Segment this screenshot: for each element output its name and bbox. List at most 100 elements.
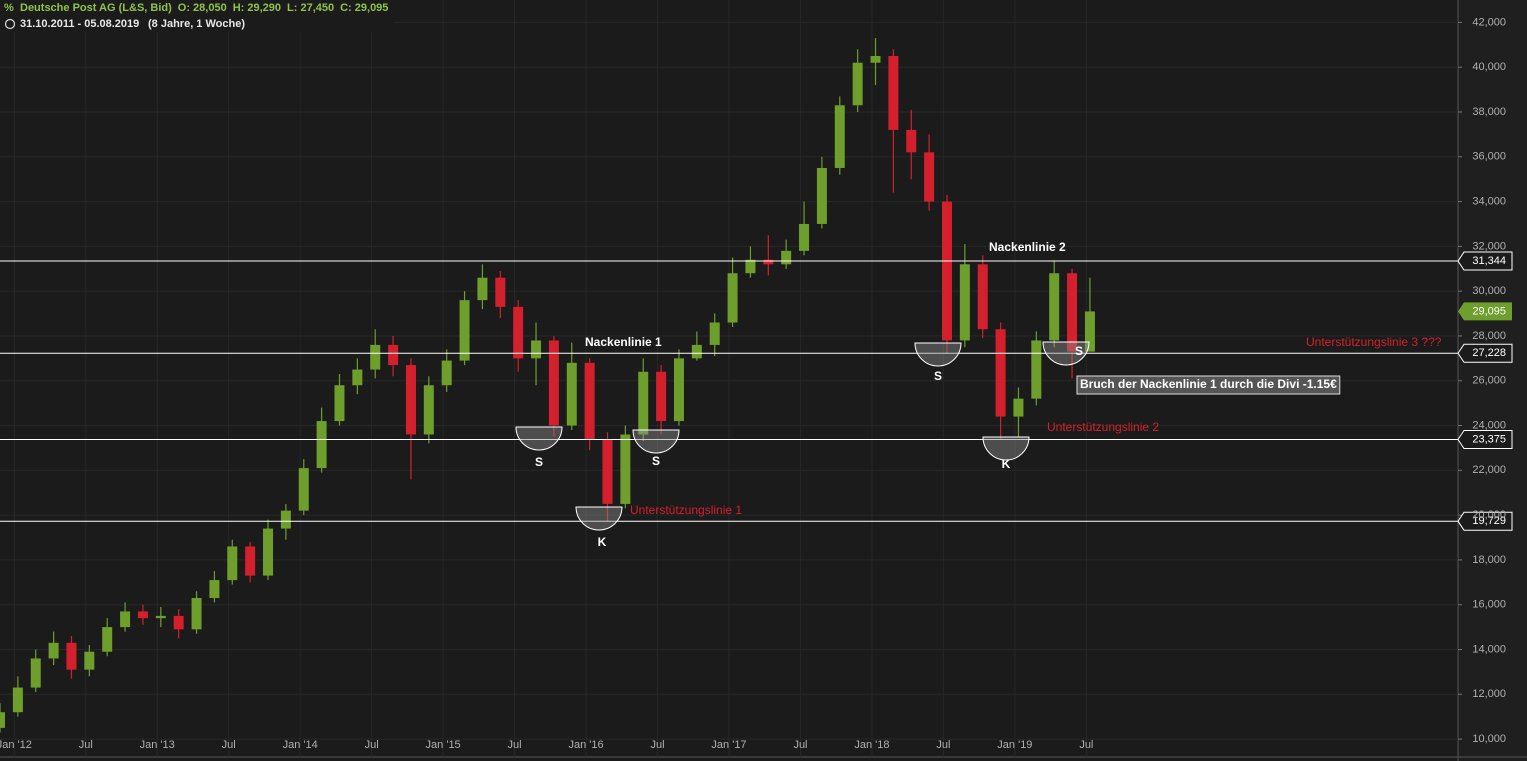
- candle-body: [834, 105, 845, 168]
- candle-body: [370, 344, 381, 370]
- annotation: S: [934, 369, 942, 383]
- annotation: K: [1002, 457, 1011, 471]
- candle-body: [495, 277, 506, 307]
- annotation: K: [598, 535, 607, 549]
- annotation: Unterstützungslinie 3 ???: [1306, 335, 1442, 349]
- axis-panel: [1458, 0, 1527, 761]
- candle-body: [120, 611, 131, 628]
- pattern-marker: [515, 426, 563, 451]
- candle-body: [566, 362, 577, 426]
- annotation: Nackenlinie 2: [989, 240, 1066, 254]
- y-tick-label: 34,000: [1472, 195, 1506, 207]
- candle-body: [0, 712, 5, 728]
- level-label: 27,228: [1472, 347, 1506, 359]
- candle-body: [888, 55, 899, 130]
- candle-body: [852, 62, 863, 106]
- candle-body: [1067, 273, 1078, 352]
- grid: [0, 0, 1462, 757]
- pattern-marker: [914, 342, 962, 367]
- candle-body: [191, 597, 202, 630]
- y-tick-label: 36,000: [1472, 151, 1506, 163]
- y-tick-label: 32,000: [1472, 240, 1506, 252]
- x-tick-label: Jul: [365, 739, 379, 751]
- candle-body: [602, 438, 613, 504]
- candle-body: [102, 627, 113, 652]
- overlays: 31,344 27,228 23,375 19,729 29,095 Nackenlini…: [0, 240, 1513, 549]
- candle-body: [245, 546, 256, 576]
- candle-body: [316, 421, 327, 469]
- candle-body: [924, 152, 935, 202]
- level-label: 23,375: [1472, 433, 1506, 445]
- y-tick-label: 24,000: [1472, 419, 1506, 431]
- candle-body: [763, 259, 774, 265]
- chart-title: Deutsche Post AG (L&S, Bid): [20, 2, 172, 14]
- candle-body: [816, 167, 827, 224]
- header-icon: %: [4, 2, 14, 14]
- x-tick-label: Jan '17: [711, 739, 746, 751]
- level-tag: [1457, 511, 1513, 531]
- candle-body: [334, 385, 345, 422]
- x-tick-label: Jul: [508, 739, 522, 751]
- x-tick-label: Jan '16: [568, 739, 603, 751]
- pattern-marker: [575, 506, 623, 531]
- x-tick-label: Jul: [1079, 739, 1093, 751]
- annotation: Unterstützungslinie 2: [1047, 420, 1159, 434]
- quote-value: L: 27,450: [287, 2, 334, 14]
- header-bg: [0, 0, 395, 32]
- candle-body: [1013, 398, 1024, 417]
- period-note: (8 Jahre, 1 Woche): [148, 18, 245, 30]
- level-tag: [1457, 251, 1513, 271]
- candle-body: [423, 385, 434, 435]
- x-tick-label: Jan '12: [0, 739, 32, 751]
- candle-body: [459, 300, 470, 361]
- candle-body: [352, 369, 363, 386]
- x-tick-label: Jan '13: [140, 739, 175, 751]
- level-label: 31,344: [1472, 255, 1506, 267]
- annotation: S: [1075, 344, 1083, 358]
- y-tick-label: 22,000: [1472, 464, 1506, 476]
- candle-body: [48, 642, 59, 659]
- candle-body: [656, 371, 667, 422]
- level-tag: [1457, 343, 1513, 363]
- pattern-marker: [632, 429, 680, 454]
- candle-body: [941, 201, 952, 341]
- x-tick-label: Jul: [793, 739, 807, 751]
- period: 31.10.2011 - 05.08.2019: [20, 18, 139, 30]
- x-tick-label: Jan '18: [854, 739, 889, 751]
- last-price-tag: [1458, 302, 1512, 321]
- candle-body: [405, 365, 416, 435]
- x-tick-label: Jul: [936, 739, 950, 751]
- annotation: Bruch der Nackenlinie 1 durch die Divi -…: [1080, 377, 1337, 391]
- annotation: S: [652, 454, 660, 468]
- x-tick-label: Jan '19: [997, 739, 1032, 751]
- y-tick-label: 40,000: [1472, 61, 1506, 73]
- candle-body: [1031, 340, 1042, 399]
- candle-body: [906, 129, 917, 153]
- candle-body: [12, 687, 23, 713]
- candle-body: [1084, 311, 1095, 352]
- candle-body: [1049, 273, 1060, 341]
- candle-body: [799, 223, 810, 251]
- annotation: Unterstützungslinie 1: [630, 503, 742, 517]
- candle-body: [870, 55, 881, 63]
- quote-value: H: 29,290: [233, 2, 281, 14]
- x-tick-label: Jul: [222, 739, 236, 751]
- candle-body: [30, 658, 41, 688]
- annotation-box: [1076, 375, 1341, 395]
- x-tick-label: Jan '14: [283, 739, 318, 751]
- candle-body: [84, 651, 95, 670]
- candle-body: [548, 340, 559, 426]
- candle-body: [137, 611, 148, 619]
- last-price-label: 29,095: [1472, 305, 1506, 317]
- candle-body: [173, 615, 184, 630]
- quote-value: O: 28,050: [178, 2, 227, 14]
- candle-body: [620, 434, 631, 504]
- x-tick-label: Jul: [79, 739, 93, 751]
- x-tick-label: Jul: [650, 739, 664, 751]
- level-tag: [1457, 430, 1513, 450]
- clock-icon: [4, 18, 16, 30]
- candle-body: [584, 362, 595, 439]
- candles: [0, 38, 1095, 733]
- candle-body: [691, 344, 702, 359]
